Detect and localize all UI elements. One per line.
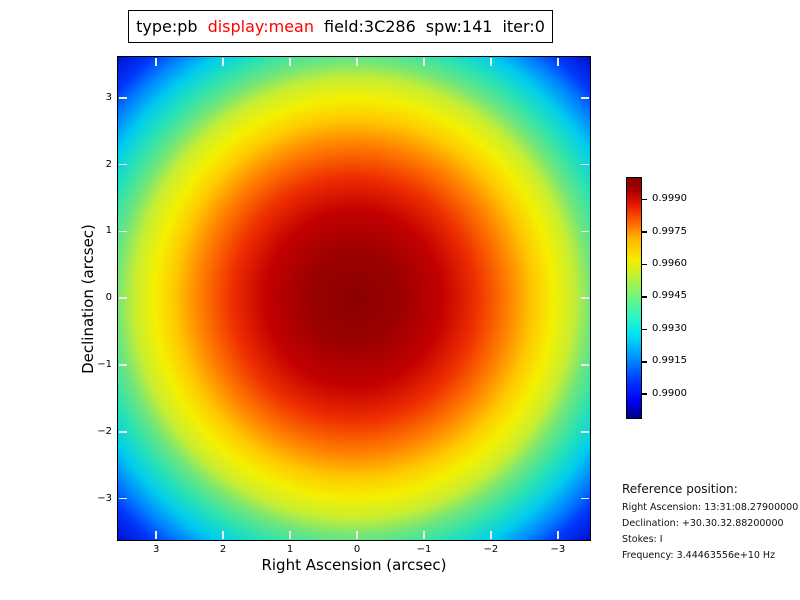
y-tick-label: −3 [97,492,112,504]
colorbar-tick-label: 0.9930 [652,322,687,334]
x-tick-mark [557,58,559,66]
colorbar-tick-mark [642,263,647,266]
y-tick-mark [581,431,589,433]
plot-title-box: type:pb display:mean field:3C286 spw:141… [128,10,553,43]
x-tick-mark [423,531,425,539]
title-iter: iter:0 [502,17,545,36]
x-tick-mark [155,58,157,66]
x-tick-mark [356,531,358,539]
x-tick-label: −1 [416,544,432,555]
y-tick-mark [119,297,127,299]
x-tick-mark [222,58,224,66]
y-tick-mark [119,431,127,433]
y-tick-label: 1 [105,225,112,237]
y-tick-mark [581,297,589,299]
colorbar-tick-mark [642,231,647,233]
y-tick-label: −2 [97,425,112,437]
x-tick-label: −3 [550,544,566,555]
colorbar-tick-label: 0.9990 [652,193,687,205]
y-tick-mark [119,497,127,500]
colorbar-tick-mark [642,198,647,201]
title-display: display:mean [207,17,314,36]
y-tick-label: −1 [97,358,112,370]
x-tick-mark [155,531,157,539]
x-tick-mark [423,58,425,66]
colorbar-tick-label: 0.9975 [652,225,687,237]
y-tick-mark [581,163,589,166]
x-tick-mark [356,58,358,66]
y-tick-mark [119,163,127,166]
colorbar-tick-mark [642,328,647,331]
y-tick-label: 0 [105,292,112,304]
x-tick-label: 0 [353,544,361,555]
reference-frequency: Frequency: 3.44463556e+10 Hz [622,550,776,561]
y-tick-mark [119,364,127,366]
colorbar-tick-mark [642,361,647,363]
colorbar-tick-mark [642,393,647,395]
y-tick-mark [581,97,589,99]
x-tick-mark [557,531,559,539]
x-tick-mark [490,58,492,66]
title-spw: spw:141 [425,17,493,36]
title-field: field:3C286 [323,17,416,36]
x-axis-label: Right Ascension (arcsec) [261,556,447,574]
beam-heatmap-image [117,56,591,541]
x-tick-mark [222,531,224,539]
y-tick-mark [581,364,589,366]
reference-dec: Declination: +30.30.32.88200000 [622,518,784,529]
x-tick-mark [289,531,291,539]
colorbar-tick-label: 0.9945 [652,290,687,302]
y-tick-mark [581,230,589,233]
colorbar-tick-label: 0.9960 [652,257,687,269]
x-tick-label: 2 [219,544,227,555]
colorbar-tick-label: 0.9915 [652,355,687,367]
title-type: type:pb [136,17,198,36]
x-tick-label: 1 [286,544,294,555]
x-tick-mark [490,531,492,539]
colorbar-tick-label: 0.9900 [652,387,687,399]
reference-heading: Reference position: [622,482,738,496]
y-tick-mark [581,497,589,500]
x-tick-mark [289,58,291,66]
y-tick-mark [119,230,127,233]
y-tick-mark [119,97,127,99]
colorbar [626,177,642,419]
y-tick-label: 2 [105,158,112,170]
reference-position-block: Reference position: Right Ascension: 13:… [622,482,800,564]
x-tick-label: −2 [483,544,499,555]
y-tick-label: 3 [105,91,112,103]
reference-ra: Right Ascension: 13:31:08.27900000 [622,502,799,513]
colorbar-tick-mark [642,296,647,298]
x-tick-label: 3 [152,544,160,555]
reference-stokes: Stokes: I [622,534,663,545]
